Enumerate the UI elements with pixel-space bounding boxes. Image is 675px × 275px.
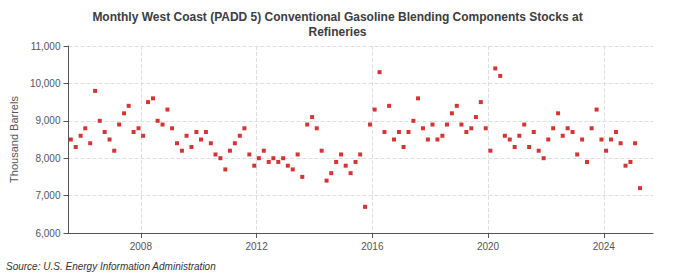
svg-text:7,000: 7,000 — [35, 190, 60, 201]
svg-text:10,000: 10,000 — [30, 78, 61, 89]
svg-text:6,000: 6,000 — [35, 228, 60, 239]
svg-text:2016: 2016 — [361, 241, 384, 252]
svg-text:Refineries: Refineries — [308, 25, 366, 39]
svg-text:2024: 2024 — [593, 241, 616, 252]
svg-text:9,000: 9,000 — [35, 115, 60, 126]
svg-text:Monthly West Coast (PADD 5) Co: Monthly West Coast (PADD 5) Conventional… — [92, 10, 582, 24]
svg-text:2012: 2012 — [245, 241, 268, 252]
svg-text:11,000: 11,000 — [31, 41, 61, 52]
svg-text:2020: 2020 — [477, 241, 500, 252]
svg-text:Source: U.S. Energy Informatio: Source: U.S. Energy Information Administ… — [6, 261, 216, 272]
svg-text:Thousand Barrels: Thousand Barrels — [8, 96, 20, 183]
svg-text:2008: 2008 — [130, 241, 153, 252]
svg-text:8,000: 8,000 — [35, 153, 60, 164]
